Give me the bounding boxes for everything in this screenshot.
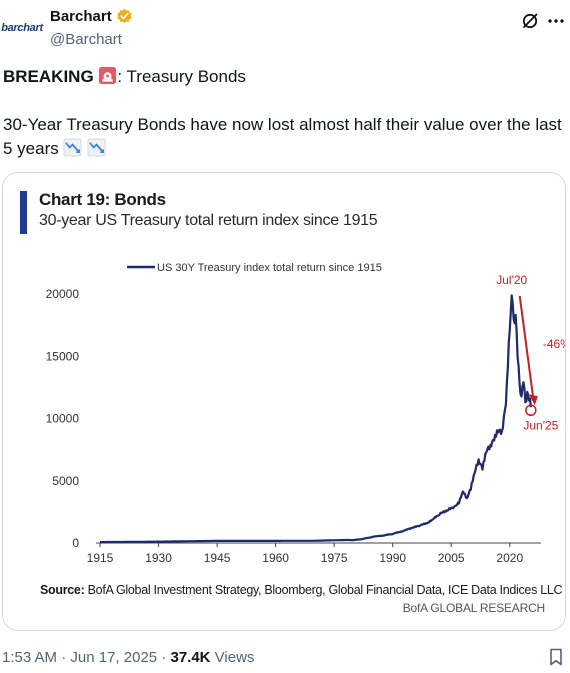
x-tick-label: 1915 <box>87 551 114 565</box>
annotation-trough-label: Jun'25 <box>523 418 558 432</box>
series-line <box>99 294 532 544</box>
author-name-row[interactable]: Barchart <box>50 8 133 25</box>
tweet-body: 30-Year Treasury Bonds have now lost alm… <box>3 113 563 161</box>
annotation-drop-arrow <box>518 295 534 396</box>
tweet-headline: BREAKING : Treasury Bonds <box>3 66 246 87</box>
tweet-time[interactable]: 1:53 AM <box>2 649 58 666</box>
more-options-icon[interactable] <box>546 11 566 31</box>
y-tick-label: 10000 <box>46 412 80 426</box>
x-tick-label: 1960 <box>262 551 289 565</box>
user-handle[interactable]: @Barchart <box>50 31 122 48</box>
avatar-logo-text: barchart <box>1 22 43 34</box>
y-tick-label: 5000 <box>52 474 79 488</box>
chart-subtitle: 30-year US Treasury total return index s… <box>39 212 378 229</box>
x-tick-label: 2005 <box>438 551 465 565</box>
display-name[interactable]: Barchart <box>50 8 112 25</box>
x-tick-label: 2020 <box>496 551 523 565</box>
y-tick-label: 0 <box>72 536 79 550</box>
meta-separator: · <box>57 649 71 666</box>
x-tick-label: 1930 <box>145 551 172 565</box>
x-tick-label: 1990 <box>379 551 406 565</box>
verified-badge-icon[interactable] <box>116 8 133 25</box>
avatar[interactable]: barchart <box>0 6 44 50</box>
chart-accent-bar <box>20 191 27 234</box>
annotation-end-marker <box>525 404 537 417</box>
x-tick-label: 1975 <box>321 551 348 565</box>
media-image-card[interactable]: Chart 19: Bonds 30-year US Treasury tota… <box>2 172 566 631</box>
tweet-body-text: 30-Year Treasury Bonds have now lost alm… <box>3 115 562 158</box>
legend-label: US 30Y Treasury index total return since… <box>157 262 382 274</box>
chart-branding: BofA GLOBAL RESEARCH <box>402 601 545 615</box>
views-label: Views <box>210 649 255 666</box>
x-tick-label: 1945 <box>204 551 231 565</box>
chart-plot: 0 5000 10000 15000 20000 1915 1930 1945 1960 197… <box>46 262 566 565</box>
y-tick-label: 15000 <box>46 349 80 363</box>
chart-decreasing-emoji-icon <box>87 138 106 157</box>
headline-bold: BREAKING <box>3 67 94 86</box>
y-tick-label: 20000 <box>46 287 80 301</box>
source-text: BofA Global Investment Strategy, Bloombe… <box>84 583 563 597</box>
chart-decreasing-emoji-icon <box>64 138 82 157</box>
tweet-header: barchart Barchart @Barchart <box>0 0 570 60</box>
annotation-drop-label: -46% <box>543 337 566 351</box>
tweet-meta: 1:53 AM · Jun 17, 2025 · 37.4K Views <box>2 649 254 666</box>
chart-title: Chart 19: Bonds <box>39 190 166 209</box>
meta-separator: · <box>157 649 171 666</box>
rotating-light-emoji-icon <box>99 66 117 85</box>
chart-source: Source: BofA Global Investment Strategy,… <box>40 583 563 597</box>
annotation-arrowhead <box>528 394 538 406</box>
tweet-date[interactable]: Jun 17, 2025 <box>70 649 158 666</box>
headline-rest: : Treasury Bonds <box>117 67 246 86</box>
bookmark-icon[interactable] <box>546 647 566 667</box>
annotation-peak-label: Jul'20 <box>496 273 527 287</box>
grok-icon[interactable] <box>520 11 540 31</box>
source-label: Source: <box>40 583 85 597</box>
views-count[interactable]: 37.4K <box>170 649 211 666</box>
